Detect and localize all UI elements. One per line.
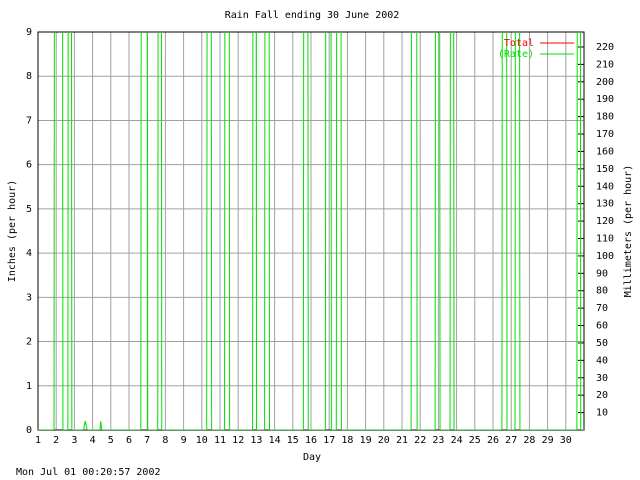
legend-label: (Rate) — [498, 49, 534, 60]
x-tick-label: 30 — [560, 435, 572, 446]
y2-axis-label: Millimeters (per hour) — [623, 165, 634, 297]
x-tick-label: 11 — [214, 435, 226, 446]
x-tick-label: 21 — [396, 435, 408, 446]
y-tick-label: 3 — [26, 292, 32, 303]
y2-tick-label: 190 — [596, 94, 614, 105]
y2-tick-label: 170 — [596, 129, 614, 140]
x-tick-label: 4 — [90, 435, 96, 446]
x-tick-label: 22 — [414, 435, 426, 446]
y2-tick-label: 40 — [596, 355, 608, 366]
x-tick-label: 7 — [144, 435, 150, 446]
y2-tick-label: 180 — [596, 112, 614, 123]
x-tick-label: 8 — [162, 435, 168, 446]
y-tick-label: 7 — [26, 115, 32, 126]
series-line — [38, 32, 584, 430]
y-tick-label: 4 — [26, 248, 32, 259]
y-tick-label: 1 — [26, 381, 32, 392]
y-tick-label: 6 — [26, 160, 32, 171]
y2-tick-label: 130 — [596, 199, 614, 210]
y2-tick-label: 140 — [596, 181, 614, 192]
x-tick-label: 14 — [269, 435, 281, 446]
timestamp: Mon Jul 01 00:20:57 2002 — [16, 467, 161, 478]
y2-tick-label: 100 — [596, 251, 614, 262]
x-tick-label: 10 — [196, 435, 208, 446]
x-tick-label: 16 — [305, 435, 317, 446]
y2-tick-label: 70 — [596, 303, 608, 314]
y2-tick-label: 80 — [596, 286, 608, 297]
x-tick-label: 18 — [341, 435, 353, 446]
y2-tick-label: 90 — [596, 268, 608, 279]
y2-tick-label: 160 — [596, 146, 614, 157]
y2-tick-label: 20 — [596, 390, 608, 401]
x-tick-label: 12 — [232, 435, 244, 446]
y2-tick-label: 10 — [596, 408, 608, 419]
plot-lines — [38, 32, 584, 430]
legend-label: Total — [504, 38, 534, 49]
x-tick-label: 19 — [360, 435, 372, 446]
y2-tick-label: 220 — [596, 42, 614, 53]
x-tick-label: 2 — [53, 435, 59, 446]
x-tick-label: 1 — [35, 435, 41, 446]
y-tick-label: 8 — [26, 71, 32, 82]
y2-tick-label: 30 — [596, 373, 608, 384]
y-tick-label: 2 — [26, 337, 32, 348]
y-tick-label: 0 — [26, 425, 32, 436]
y-axis-label: Inches (per hour) — [7, 180, 18, 282]
x-tick-label: 15 — [287, 435, 299, 446]
x-tick-label: 17 — [323, 435, 335, 446]
y2-tick-label: 50 — [596, 338, 608, 349]
x-tick-label: 26 — [487, 435, 499, 446]
y2-tick-label: 150 — [596, 164, 614, 175]
x-tick-label: 5 — [108, 435, 114, 446]
y2-tick-label: 60 — [596, 321, 608, 332]
x-axis-label: Day — [303, 452, 321, 463]
x-tick-label: 9 — [181, 435, 187, 446]
chart-title: Rain Fall ending 30 June 2002 — [225, 10, 400, 21]
x-tick-label: 29 — [542, 435, 554, 446]
x-tick-label: 24 — [451, 435, 463, 446]
x-tick-label: 25 — [469, 435, 481, 446]
x-tick-label: 6 — [126, 435, 132, 446]
y-tick-label: 5 — [26, 204, 32, 215]
x-tick-label: 27 — [505, 435, 517, 446]
y2-tick-label: 200 — [596, 77, 614, 88]
y2-tick-label: 120 — [596, 216, 614, 227]
x-tick-label: 13 — [250, 435, 262, 446]
x-tick-label: 23 — [432, 435, 444, 446]
y2-tick-label: 210 — [596, 59, 614, 70]
x-tick-label: 20 — [378, 435, 390, 446]
x-tick-label: 3 — [71, 435, 77, 446]
x-tick-label: 28 — [523, 435, 535, 446]
y-tick-label: 9 — [26, 27, 32, 38]
y2-tick-label: 110 — [596, 233, 614, 244]
